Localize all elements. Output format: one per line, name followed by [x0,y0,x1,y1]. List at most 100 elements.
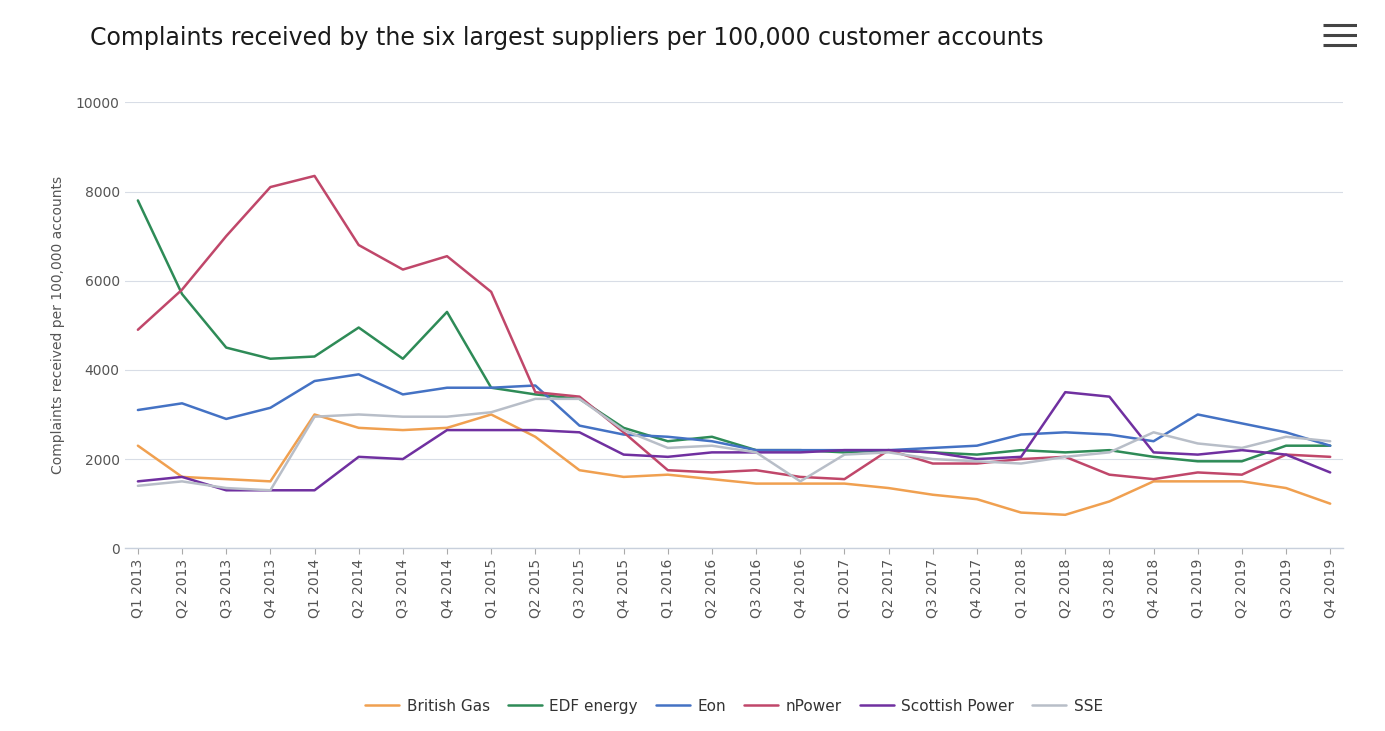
Scottish Power [1101,393,1118,401]
nPower [881,446,897,455]
EDF energy [659,437,676,446]
Eon [837,446,853,455]
British Gas [792,480,809,488]
Eon [704,437,720,446]
EDF energy [792,446,809,455]
EDF energy [1321,442,1338,450]
British Gas [483,410,500,419]
Eon [439,383,456,392]
EDF energy [924,448,940,457]
Scottish Power [528,425,544,434]
nPower [439,251,456,260]
Eon [262,404,278,412]
Scottish Power [924,448,940,457]
Scottish Power [968,455,985,463]
SSE [1234,444,1251,452]
British Gas [571,466,587,474]
Eon [395,390,411,399]
Line: SSE: SSE [138,399,1330,491]
Eon [1278,428,1295,436]
nPower [968,459,985,468]
SSE [571,395,587,404]
nPower [924,459,940,468]
Line: British Gas: British Gas [138,414,1330,515]
Legend: British Gas, EDF energy, Eon, nPower, Scottish Power, SSE: British Gas, EDF energy, Eon, nPower, Sc… [366,699,1102,713]
Eon [571,421,587,430]
EDF energy [173,289,190,298]
SSE [395,412,411,421]
nPower [483,287,500,296]
Scottish Power [1190,450,1206,459]
Scottish Power [262,486,278,495]
Scottish Power [395,455,411,463]
Eon [1190,410,1206,419]
British Gas [837,480,853,488]
Eon [350,370,367,379]
nPower [217,232,234,240]
British Gas [217,474,234,483]
Eon [659,433,676,442]
EDF energy [748,446,765,455]
nPower [130,325,147,334]
EDF energy [1145,452,1162,461]
EDF energy [881,446,897,455]
British Gas [704,474,720,483]
EDF energy [439,308,456,317]
Eon [528,381,544,390]
EDF energy [615,423,632,432]
nPower [837,474,853,483]
SSE [217,484,234,493]
SSE [1145,428,1162,436]
SSE [1321,437,1338,446]
Scottish Power [615,450,632,459]
British Gas [1234,477,1251,485]
British Gas [1012,508,1029,517]
British Gas [924,491,940,499]
SSE [792,477,809,485]
Y-axis label: Complaints received per 100,000 accounts: Complaints received per 100,000 accounts [51,176,65,474]
SSE [483,408,500,417]
Line: nPower: nPower [138,176,1330,479]
British Gas [968,495,985,504]
nPower [792,472,809,481]
EDF energy [130,196,147,205]
EDF energy [306,352,323,361]
British Gas [748,480,765,488]
nPower [659,466,676,474]
EDF energy [704,433,720,442]
Eon [217,414,234,423]
nPower [528,387,544,396]
British Gas [881,484,897,493]
nPower [1057,452,1073,461]
British Gas [1321,499,1338,508]
Eon [1101,430,1118,439]
Eon [881,446,897,455]
Scottish Power [350,452,367,461]
Line: EDF energy: EDF energy [138,200,1330,461]
British Gas [395,425,411,434]
SSE [173,477,190,485]
EDF energy [483,383,500,392]
SSE [924,455,940,463]
nPower [1321,452,1338,461]
Scottish Power [217,486,234,495]
nPower [262,183,278,192]
Text: Complaints received by the six largest suppliers per 100,000 customer accounts: Complaints received by the six largest s… [90,26,1043,50]
SSE [350,410,367,419]
British Gas [615,472,632,481]
British Gas [262,477,278,485]
Scottish Power [1012,452,1029,461]
EDF energy [571,395,587,404]
Eon [173,399,190,408]
Scottish Power [881,446,897,455]
SSE [1190,439,1206,448]
SSE [659,444,676,452]
Eon [792,446,809,455]
British Gas [1101,497,1118,506]
SSE [704,442,720,450]
Eon [130,406,147,414]
Eon [924,444,940,452]
SSE [748,448,765,457]
EDF energy [528,390,544,399]
Scottish Power [130,477,147,485]
